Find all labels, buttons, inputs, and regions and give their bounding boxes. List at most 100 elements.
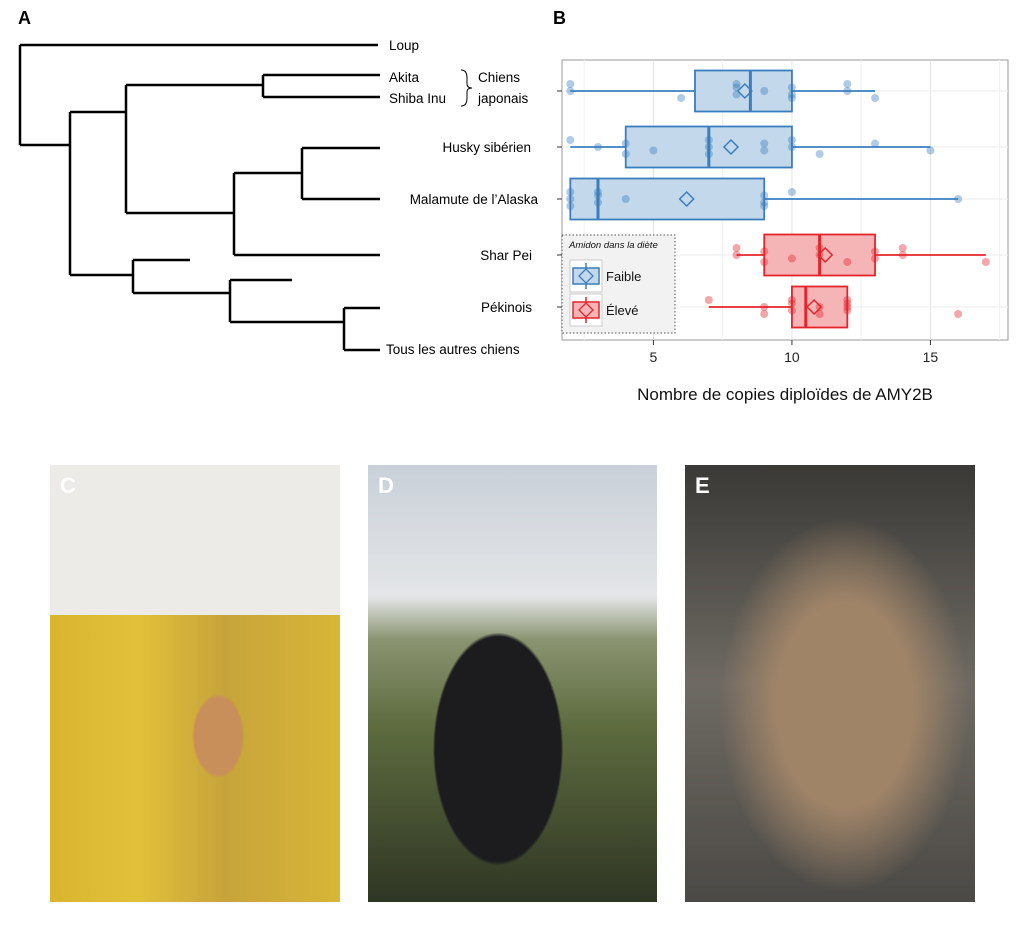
data-point bbox=[843, 306, 852, 315]
data-point bbox=[594, 188, 603, 196]
data-point bbox=[621, 139, 630, 148]
data-point bbox=[843, 258, 852, 266]
photo-shiba-inu: C bbox=[50, 465, 340, 902]
brace bbox=[460, 69, 473, 107]
data-point bbox=[954, 195, 963, 203]
data-point bbox=[760, 139, 769, 148]
data-point bbox=[732, 80, 741, 88]
top-panels: A B Loup Akita Shiba Inu Husky sibérien … bbox=[18, 8, 1009, 404]
data-point bbox=[566, 87, 575, 95]
data-point bbox=[566, 195, 575, 203]
data-point bbox=[594, 191, 603, 200]
data-point bbox=[926, 146, 935, 155]
panel-label-a: A bbox=[18, 8, 31, 28]
legend-swatch bbox=[572, 301, 600, 319]
box bbox=[791, 285, 849, 329]
photo-pekinois: E bbox=[685, 465, 975, 902]
data-point bbox=[871, 247, 880, 256]
leaf-akita: Akita bbox=[389, 70, 420, 85]
x-tick-label: 10 bbox=[784, 349, 800, 365]
data-point bbox=[787, 83, 796, 92]
data-point bbox=[871, 254, 880, 263]
data-point bbox=[566, 80, 575, 88]
x-axis-label: Nombre de copies diploïdes de AMY2B bbox=[637, 385, 933, 404]
data-point bbox=[760, 202, 769, 210]
data-point bbox=[787, 188, 796, 196]
data-point bbox=[815, 150, 824, 158]
data-point bbox=[843, 87, 852, 95]
data-point bbox=[871, 94, 880, 102]
data-point bbox=[594, 143, 603, 151]
mean-marker bbox=[736, 82, 753, 100]
leaf-malamute: Malamute de l’Alaska bbox=[410, 192, 539, 207]
data-point bbox=[760, 191, 769, 200]
data-point bbox=[815, 303, 824, 311]
data-point bbox=[704, 150, 713, 158]
legend-label: Faible bbox=[606, 269, 641, 284]
legend: Amidon dans la diète Faible Élevé bbox=[561, 234, 676, 334]
data-point bbox=[760, 198, 769, 207]
data-point bbox=[732, 251, 741, 259]
data-point bbox=[815, 310, 824, 318]
data-point bbox=[566, 202, 575, 210]
photo-malamute: D bbox=[368, 465, 657, 902]
data-point bbox=[649, 146, 658, 155]
legend-mean-marker bbox=[578, 268, 594, 284]
data-point bbox=[954, 310, 963, 318]
data-point bbox=[787, 299, 796, 308]
data-point bbox=[843, 80, 852, 88]
data-point bbox=[760, 310, 769, 318]
data-point bbox=[898, 244, 907, 252]
leaf-shar-pei: Shar Pei bbox=[480, 248, 532, 263]
legend-mean-marker bbox=[578, 302, 594, 318]
data-point bbox=[566, 136, 575, 144]
mean-marker bbox=[817, 246, 834, 264]
data-point bbox=[760, 87, 769, 95]
legend-title: Amidon dans la diète bbox=[568, 240, 658, 251]
data-point bbox=[815, 244, 824, 252]
data-point bbox=[815, 251, 824, 259]
phylogenetic-tree bbox=[18, 43, 380, 352]
mean-marker bbox=[806, 298, 823, 316]
panel-label-d: D bbox=[378, 473, 394, 498]
data-point bbox=[787, 296, 796, 304]
data-point bbox=[898, 251, 907, 259]
data-point bbox=[871, 139, 880, 148]
mean-marker bbox=[678, 190, 695, 208]
x-tick-label: 5 bbox=[650, 349, 658, 365]
legend-label: Élevé bbox=[606, 303, 639, 318]
data-point bbox=[760, 303, 769, 311]
group-label-line2: japonais bbox=[477, 91, 529, 106]
data-point bbox=[787, 143, 796, 151]
box bbox=[569, 177, 766, 221]
data-point bbox=[760, 146, 769, 155]
x-tick-label: 15 bbox=[923, 349, 939, 365]
data-point bbox=[760, 258, 769, 266]
boxplot-chart: 5 10 15 Nombre de copies diploïdes de AMY2B… bbox=[557, 59, 1009, 404]
data-point bbox=[843, 303, 852, 311]
leaf-loup: Loup bbox=[389, 38, 419, 53]
data-point bbox=[704, 296, 713, 304]
data-point bbox=[566, 188, 575, 196]
data-point bbox=[787, 94, 796, 102]
data-point bbox=[704, 136, 713, 144]
legend-swatch bbox=[572, 267, 600, 285]
leaf-others: Tous les autres chiens bbox=[386, 342, 520, 357]
data-point bbox=[787, 254, 796, 263]
leaf-pekinois: Pékinois bbox=[481, 300, 532, 315]
data-point bbox=[787, 90, 796, 99]
leaf-husky: Husky sibérien bbox=[442, 140, 531, 155]
data-point bbox=[981, 258, 990, 266]
panel-label-e: E bbox=[695, 473, 710, 498]
data-point bbox=[732, 244, 741, 252]
data-point bbox=[704, 143, 713, 151]
mean-marker bbox=[722, 138, 740, 156]
data-point bbox=[843, 296, 852, 304]
leaf-shiba: Shiba Inu bbox=[389, 91, 446, 106]
group-label-line1: Chiens bbox=[478, 70, 520, 85]
data-point bbox=[621, 150, 630, 158]
data-point bbox=[760, 247, 769, 256]
data-point bbox=[843, 299, 852, 308]
data-point bbox=[677, 94, 686, 102]
